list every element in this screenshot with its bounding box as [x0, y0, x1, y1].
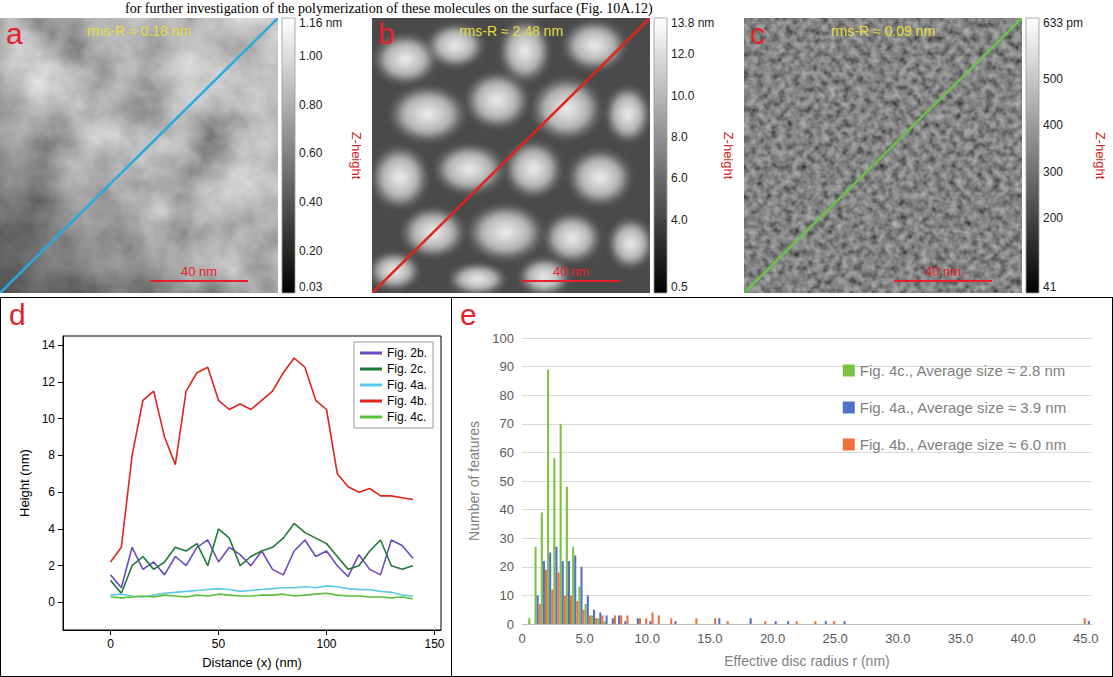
- svg-text:6: 6: [48, 485, 55, 499]
- svg-text:70: 70: [500, 416, 514, 431]
- svg-text:Distance (x) (nm): Distance (x) (nm): [202, 655, 302, 670]
- svg-text:90: 90: [500, 359, 514, 374]
- svg-text:0: 0: [518, 631, 525, 646]
- svg-text:Fig. 4c.: Fig. 4c.: [387, 410, 426, 424]
- svg-text:12: 12: [42, 375, 56, 389]
- svg-text:100: 100: [492, 331, 514, 346]
- svg-text:Height (nm): Height (nm): [17, 449, 32, 517]
- svg-text:Fig. 4a., Average size ≈ 3.9 n: Fig. 4a., Average size ≈ 3.9 nm: [860, 399, 1066, 416]
- svg-text:633 pm: 633 pm: [1043, 16, 1083, 30]
- svg-text:150: 150: [425, 637, 445, 651]
- svg-text:Number of features: Number of features: [466, 421, 482, 541]
- svg-text:Z-height: Z-height: [349, 132, 364, 180]
- svg-text:50: 50: [500, 474, 514, 489]
- svg-text:100: 100: [317, 637, 337, 651]
- svg-text:0.40: 0.40: [299, 195, 323, 209]
- svg-text:10.0: 10.0: [635, 631, 660, 646]
- svg-text:80: 80: [500, 388, 514, 403]
- svg-text:Fig. 2b.: Fig. 2b.: [387, 346, 427, 360]
- html-text:e: e: [460, 298, 477, 331]
- svg-text:rms-R ≈ 2.48 nm: rms-R ≈ 2.48 nm: [459, 23, 563, 39]
- svg-text:8: 8: [48, 448, 55, 462]
- svg-text:Fig. 4b., Average size ≈ 6.0 n: Fig. 4b., Average size ≈ 6.0 nm: [860, 436, 1066, 453]
- svg-text:0.60: 0.60: [299, 146, 323, 160]
- svg-text:25.0: 25.0: [823, 631, 848, 646]
- svg-text:1.00: 1.00: [299, 49, 323, 63]
- svg-text:1.16 nm: 1.16 nm: [299, 16, 342, 30]
- svg-text:0.03: 0.03: [299, 280, 323, 294]
- svg-text:30: 30: [500, 531, 514, 546]
- svg-text:60: 60: [500, 445, 514, 460]
- svg-text:Effective disc radius r (nm): Effective disc radius r (nm): [724, 653, 889, 669]
- svg-text:12.0: 12.0: [671, 47, 695, 61]
- svg-text:6.0: 6.0: [671, 171, 688, 185]
- svg-text:Z-height: Z-height: [1093, 132, 1108, 180]
- svg-text:40: 40: [500, 502, 514, 517]
- svg-text:5.0: 5.0: [576, 631, 594, 646]
- svg-text:Fig. 2c.: Fig. 2c.: [387, 362, 426, 376]
- svg-text:0: 0: [107, 637, 114, 651]
- svg-text:45.0: 45.0: [1073, 631, 1098, 646]
- svg-text:c: c: [750, 17, 765, 50]
- svg-text:35.0: 35.0: [948, 631, 973, 646]
- svg-text:b: b: [378, 17, 395, 50]
- svg-text:4: 4: [48, 522, 55, 536]
- svg-text:a: a: [6, 17, 23, 50]
- svg-text:30.0: 30.0: [885, 631, 910, 646]
- svg-text:8.0: 8.0: [671, 130, 688, 144]
- svg-text:15.0: 15.0: [697, 631, 722, 646]
- svg-text:Z-height: Z-height: [721, 132, 736, 180]
- svg-text:20: 20: [500, 559, 514, 574]
- svg-text:for further investigation of t: for further investigation of the polymer…: [125, 1, 653, 17]
- svg-text:Fig. 4a.: Fig. 4a.: [387, 378, 427, 392]
- svg-text:300: 300: [1043, 165, 1063, 179]
- svg-text:50: 50: [212, 637, 226, 651]
- html-text:d: d: [9, 298, 26, 331]
- svg-text:400: 400: [1043, 118, 1063, 132]
- svg-text:0.80: 0.80: [299, 98, 323, 112]
- svg-text:40.0: 40.0: [1010, 631, 1035, 646]
- svg-text:4.0: 4.0: [671, 213, 688, 227]
- svg-text:10: 10: [42, 412, 56, 426]
- svg-text:0: 0: [48, 595, 55, 609]
- svg-text:40 nm: 40 nm: [925, 264, 961, 279]
- svg-text:500: 500: [1043, 72, 1063, 86]
- svg-text:Fig. 4c., Average size ≈ 2.8 n: Fig. 4c., Average size ≈ 2.8 nm: [860, 362, 1066, 379]
- svg-text:40 nm: 40 nm: [553, 264, 589, 279]
- svg-text:0: 0: [507, 617, 514, 632]
- svg-text:2: 2: [48, 559, 55, 573]
- svg-text:0.5: 0.5: [671, 280, 688, 294]
- svg-text:20.0: 20.0: [760, 631, 785, 646]
- svg-text:200: 200: [1043, 211, 1063, 225]
- svg-text:rms-R ≈ 0.18 nm: rms-R ≈ 0.18 nm: [87, 23, 191, 39]
- svg-text:Fig. 4b.: Fig. 4b.: [387, 394, 427, 408]
- svg-text:13.8 nm: 13.8 nm: [671, 16, 714, 30]
- svg-text:0.20: 0.20: [299, 244, 323, 258]
- svg-text:10.0: 10.0: [671, 89, 695, 103]
- svg-text:14: 14: [42, 338, 56, 352]
- svg-text:41: 41: [1043, 280, 1057, 294]
- svg-text:40 nm: 40 nm: [181, 264, 217, 279]
- svg-text:rms-R ≈ 0.09 nm: rms-R ≈ 0.09 nm: [831, 23, 935, 39]
- svg-text:10: 10: [500, 588, 514, 603]
